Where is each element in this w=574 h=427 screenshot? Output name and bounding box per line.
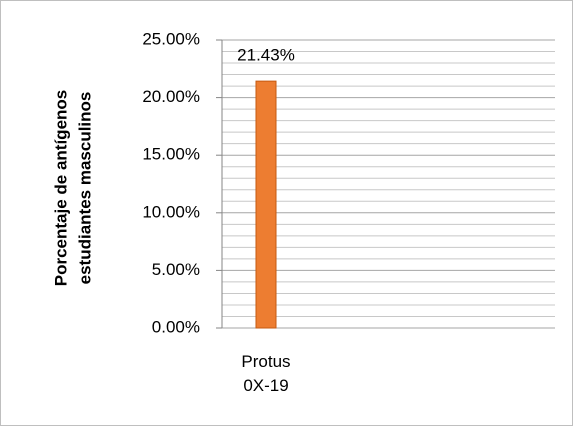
y-tick-label: 5.00% bbox=[152, 260, 200, 279]
y-axis-title: Porcentaje de antígenos estudiantes masc… bbox=[51, 90, 94, 287]
y-tick-label: 0.00% bbox=[152, 317, 200, 336]
y-tick-label: 10.00% bbox=[142, 202, 200, 221]
y-axis-title-line: Porcentaje de antígenos bbox=[51, 90, 70, 287]
y-tick-label: 20.00% bbox=[142, 87, 200, 106]
x-tick-label: Protus 0X-19 bbox=[241, 352, 291, 395]
data-label: 21.43% bbox=[237, 46, 295, 65]
y-tick-label: 15.00% bbox=[142, 145, 200, 164]
bar bbox=[255, 80, 277, 329]
y-axis-title-line: estudiantes masculinos bbox=[75, 92, 94, 285]
y-tick-label: 25.00% bbox=[142, 29, 200, 48]
